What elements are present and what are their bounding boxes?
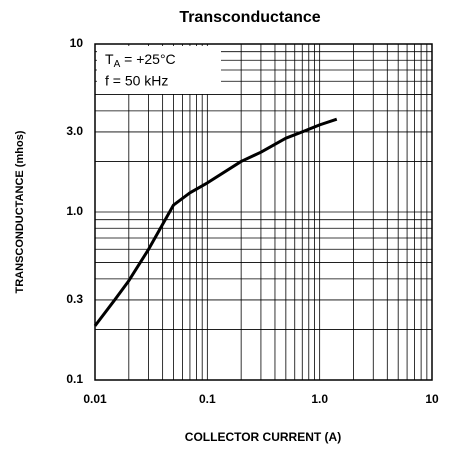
annotation-part: T — [105, 51, 114, 67]
x-tick-label: 0.01 — [83, 392, 107, 406]
y-tick-label: 3.0 — [66, 124, 83, 138]
annotation-part: = +25°C — [120, 51, 175, 67]
y-axis-label: TRANSCONDUCTANCE (mhos) — [14, 130, 26, 293]
annotation-box — [97, 46, 221, 94]
x-tick-label: 10 — [425, 392, 439, 406]
x-axis-label: COLLECTOR CURRENT (A) — [185, 430, 341, 444]
plot-frame — [94, 43, 433, 381]
data-line — [93, 117, 338, 327]
x-tick-label: 1.0 — [311, 392, 328, 406]
y-tick-label: 0.3 — [66, 292, 83, 306]
y-tick-label: 1.0 — [66, 204, 83, 218]
annotation-subscript: A — [114, 59, 121, 70]
y-tick-label: 10 — [70, 36, 84, 50]
annotation: f = 50 kHz — [105, 73, 168, 89]
annotation: TA = +25°C — [105, 51, 176, 70]
y-tick-label: 0.1 — [66, 372, 83, 386]
chart-title: Transconductance — [179, 9, 320, 26]
x-tick-label: 0.1 — [199, 392, 216, 406]
